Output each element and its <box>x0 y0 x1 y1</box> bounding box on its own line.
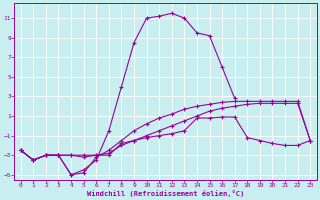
X-axis label: Windchill (Refroidissement éolien,°C): Windchill (Refroidissement éolien,°C) <box>87 190 244 197</box>
